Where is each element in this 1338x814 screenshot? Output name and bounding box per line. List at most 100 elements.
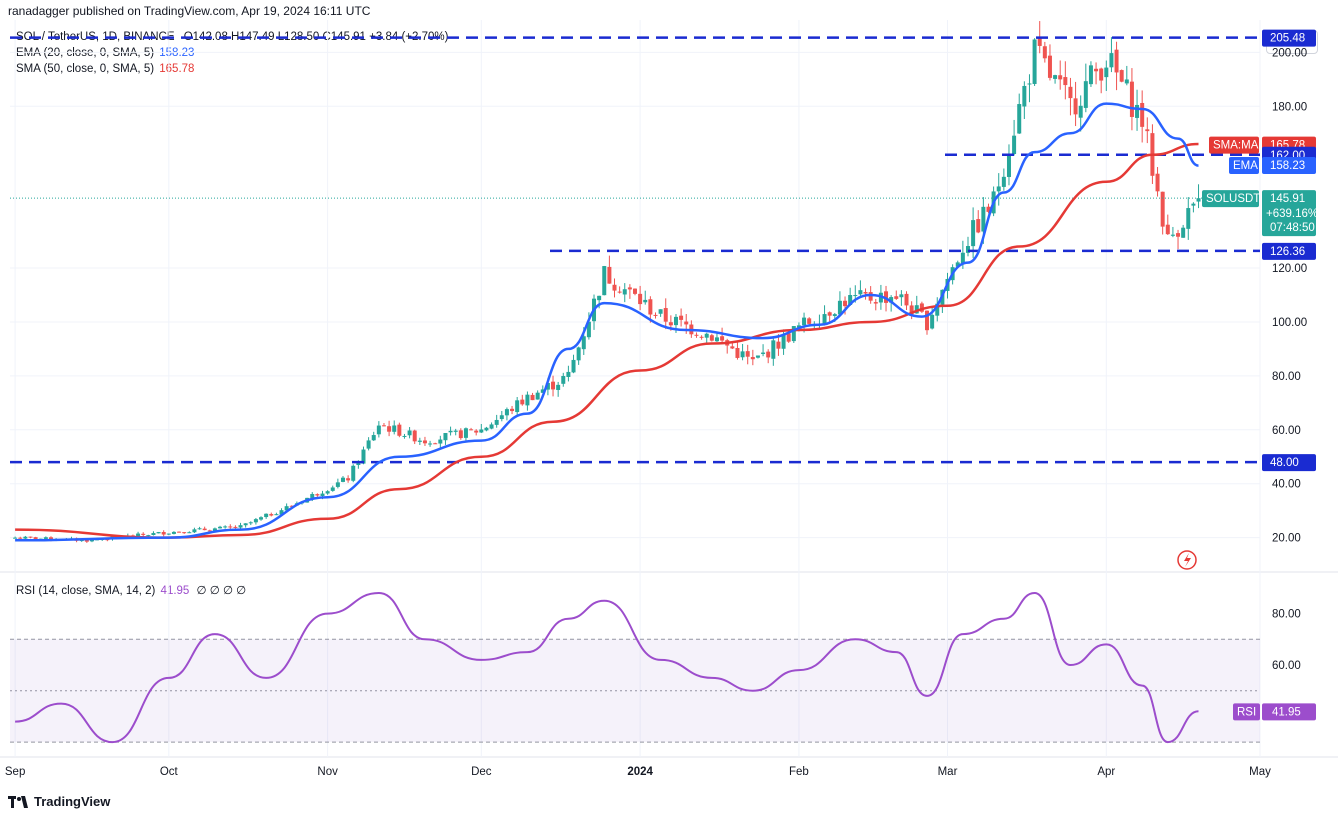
price-tag (1262, 454, 1316, 472)
y-tick-label: 100.00 (1272, 317, 1307, 329)
footer-brand: TradingView (8, 794, 110, 809)
candle-body (1176, 233, 1181, 237)
candle-body (515, 400, 520, 413)
candle-body (1088, 65, 1093, 85)
candle-body (489, 424, 494, 429)
candle-body (791, 326, 796, 342)
rsi-name-tag (1233, 703, 1260, 721)
candle-body (346, 478, 351, 481)
candle-body (89, 539, 94, 542)
x-tick-label: Apr (1097, 766, 1115, 778)
y-tick-label: 20.00 (1272, 533, 1301, 545)
horizontal-levels (10, 36, 1260, 464)
candle-body (863, 292, 868, 294)
candle-body (192, 529, 197, 533)
legend-rsi-value: 41.95 (160, 585, 190, 597)
sma-line (15, 142, 1199, 539)
candle-body (218, 526, 223, 529)
candle-body (633, 288, 637, 294)
candle-body (1078, 105, 1083, 118)
price-tag-value: 205.48 (1270, 33, 1305, 45)
rsi-tick-label: 80.00 (1272, 609, 1301, 621)
candle-body (1053, 75, 1058, 79)
candle-body (171, 531, 176, 534)
legend-sma-row: SMA (50, close, 0, SMA, 5) 165.78 (16, 63, 194, 75)
candle-body (438, 439, 443, 444)
candle-body (499, 415, 504, 420)
candle-body (679, 315, 684, 320)
candle-body (33, 537, 38, 540)
candle-body (627, 287, 632, 290)
candle-body (638, 293, 643, 305)
candle-body (873, 302, 878, 304)
rsi-tick-label: 60.00 (1272, 660, 1301, 672)
candle-body (376, 425, 381, 435)
x-tick-label: Sep (5, 766, 25, 778)
candle-body (556, 384, 561, 390)
candle-body (310, 494, 315, 498)
candle-body (474, 430, 479, 433)
indicator-tag (1229, 156, 1259, 174)
candle-body (1001, 176, 1006, 187)
candle-body (207, 530, 212, 532)
candle-body (1032, 39, 1037, 84)
candle-body (1042, 46, 1047, 59)
candle-body (1063, 77, 1068, 86)
candle-body (1181, 227, 1186, 238)
candle-body (48, 537, 53, 541)
candle-body (387, 426, 392, 432)
candle-body (530, 394, 535, 401)
candle-body (315, 494, 320, 496)
candle-body (571, 359, 576, 373)
candle-body (1027, 83, 1032, 85)
y-tick-label: 120.00 (1272, 263, 1307, 275)
candle-body (397, 424, 402, 436)
candle-body (494, 419, 499, 425)
candle-body (889, 297, 894, 303)
rsi-value-tag (1262, 703, 1316, 721)
candle-body (243, 523, 248, 526)
legend-ema-row: EMA (20, close, 0, SMA, 5) 158.23 (16, 47, 194, 59)
candle-body (965, 246, 970, 253)
candle-body (1083, 81, 1088, 108)
candle-body (714, 337, 719, 342)
lightning-icon[interactable] (1177, 550, 1197, 570)
candle-body (13, 537, 18, 539)
candle-body (720, 336, 725, 341)
symbol-tag (1202, 190, 1259, 208)
candle-body (28, 536, 33, 538)
candle-body (1129, 81, 1134, 117)
candle-body (981, 206, 986, 232)
legend-ema-value: 158.23 (159, 47, 195, 59)
candle-body (84, 539, 89, 542)
candle-body (1155, 173, 1160, 192)
candle-body (520, 399, 525, 405)
last-price-change: +639.16% (1266, 208, 1318, 220)
candle-body (843, 300, 848, 307)
candle-body (422, 440, 427, 444)
candle-body (761, 352, 766, 354)
candle-body (976, 219, 981, 233)
ema-line (15, 102, 1199, 542)
candle-body (827, 312, 832, 316)
candle-body (269, 514, 274, 516)
candle-body (986, 206, 991, 212)
candle-body (960, 252, 965, 264)
candle-body (786, 333, 791, 342)
candle-body (837, 300, 842, 315)
candle-body (284, 506, 289, 511)
candle-body (325, 491, 330, 494)
candle-body (1170, 234, 1175, 236)
x-tick-label: Mar (938, 766, 958, 778)
publisher-note: ranadagger published on TradingView.com,… (8, 4, 371, 18)
last-price-tag (1262, 190, 1316, 237)
price-tag-value: 126.36 (1270, 246, 1305, 258)
candle-body (366, 440, 371, 449)
price-tags: 205.48165.78SMA:MA162.00158.23EMA145.91+… (1202, 29, 1318, 721)
footer-brand-text: TradingView (34, 794, 111, 809)
candle-body (894, 296, 899, 299)
candle-body (807, 318, 812, 324)
candle-body (602, 266, 607, 296)
candle-body (832, 314, 837, 316)
